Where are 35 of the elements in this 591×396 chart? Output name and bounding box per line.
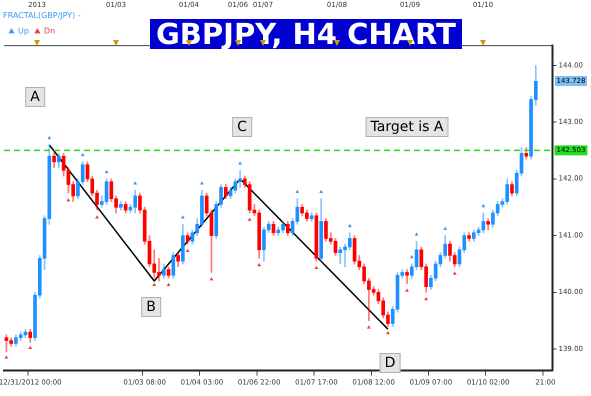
point [166,282,170,286]
point [4,355,8,359]
point [386,330,390,334]
point [414,232,418,236]
point [28,346,32,350]
point [248,218,252,221]
annotation: D [380,353,400,373]
point [95,215,99,219]
legend-title: FRACTAL(GBP/JPY) - [3,11,81,20]
annotation: C [232,117,252,137]
point [47,136,52,140]
point [133,181,138,185]
point [152,282,156,286]
point [410,254,414,258]
annotation: B [141,297,161,317]
point [180,215,185,219]
point [66,198,70,202]
point [366,325,371,329]
point [443,226,448,230]
chart-title: GBPJPY, H4 CHART [150,17,462,51]
point [238,161,242,165]
point [186,248,190,252]
legend-label: Dn [44,26,56,36]
point [452,271,457,275]
point [295,190,300,194]
annotation: A [25,87,45,107]
point [210,277,214,280]
annotation: Target is A [366,117,448,137]
point [314,266,318,270]
point [200,181,204,185]
point [319,190,324,194]
point [80,152,85,156]
point [348,224,352,228]
point [104,170,108,174]
legend-label: Up [18,26,29,36]
